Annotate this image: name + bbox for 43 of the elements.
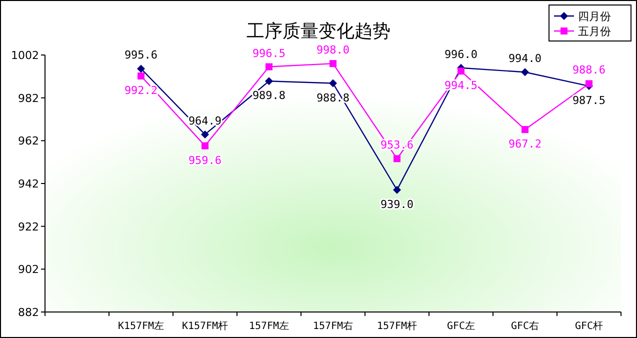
point <box>265 77 273 86</box>
point <box>522 126 528 134</box>
legend-label: 四月份 <box>578 10 611 23</box>
x-tick-label: 157FM左 <box>248 320 290 332</box>
point <box>394 155 400 162</box>
legend-label: 五月份 <box>578 25 611 38</box>
point <box>586 80 592 88</box>
data-label: 987.5 <box>572 94 606 108</box>
data-label: 939.0 <box>380 198 414 211</box>
x-tick-label: 157FM杆 <box>376 320 418 332</box>
y-tick-label: 882 <box>18 306 39 319</box>
y-tick-label: 962 <box>18 134 39 148</box>
y-tick-label: 942 <box>18 178 39 190</box>
data-label: 998.0 <box>316 44 350 57</box>
data-label: 996.0 <box>444 48 478 61</box>
data-label: 988.6 <box>572 64 606 77</box>
data-label: 996.5 <box>252 46 286 60</box>
data-label: 967.2 <box>508 138 542 151</box>
point <box>138 72 144 80</box>
data-label: 989.8 <box>252 89 286 102</box>
x-tick-label: GFC右 <box>510 321 540 332</box>
point <box>458 68 464 75</box>
point <box>329 79 337 88</box>
x-tick-label: GFC左 <box>446 320 476 332</box>
point <box>266 63 272 70</box>
x-tick-label: K157FM左 <box>118 320 164 332</box>
point <box>521 68 529 76</box>
point <box>201 130 209 138</box>
data-label: 959.6 <box>188 154 222 167</box>
point <box>202 142 208 150</box>
point <box>330 60 336 68</box>
y-tick-label: 1002 <box>11 49 39 62</box>
x-tick-label: GFC杆 <box>574 320 604 332</box>
y-tick-label: 902 <box>18 263 39 276</box>
chart-title: 工序质量变化趋势 <box>246 21 390 42</box>
y-tick-label: 922 <box>18 220 39 234</box>
x-tick-label: K157FM杆 <box>182 320 228 332</box>
point <box>393 186 401 194</box>
x-tick-label: 157FM右 <box>312 321 354 332</box>
point <box>137 64 145 73</box>
data-label: 995.6 <box>124 48 158 62</box>
y-tick-label: 982 <box>18 92 39 105</box>
data-label: 994.0 <box>508 52 542 66</box>
